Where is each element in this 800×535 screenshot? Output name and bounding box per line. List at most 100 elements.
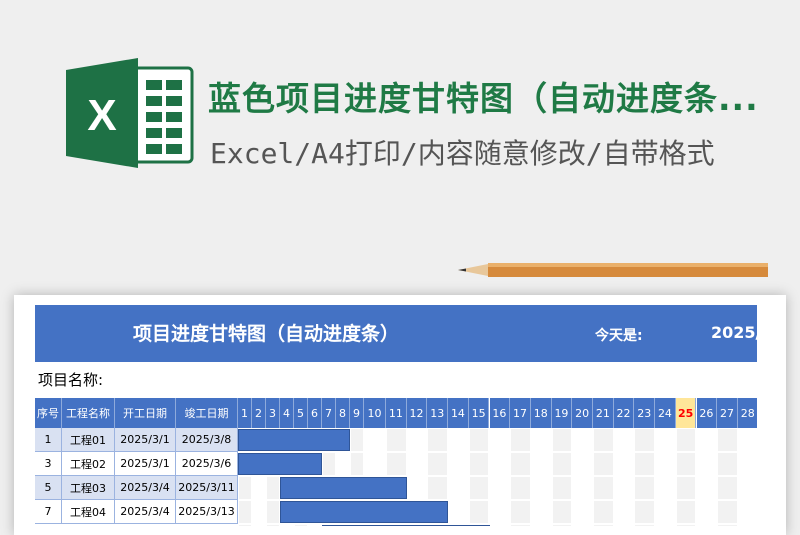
day-header[interactable]: 20 xyxy=(572,398,593,428)
day-header[interactable]: 17 xyxy=(510,398,531,428)
svg-text:X: X xyxy=(87,91,116,140)
day-header[interactable]: 5 xyxy=(294,398,308,428)
day-header[interactable]: 11 xyxy=(386,398,407,428)
sheet-title: 项目进度甘特图（自动进度条） xyxy=(133,323,400,345)
day-cell xyxy=(469,429,489,451)
day-cell xyxy=(428,453,448,475)
cell-start[interactable]: 2025/3/4 xyxy=(115,476,176,500)
cell-name[interactable]: 工程02 xyxy=(62,452,115,476)
day-cell xyxy=(511,477,530,499)
pencil-icon xyxy=(458,263,768,277)
banner-title: 蓝色项目进度甘特图（自动进度条... xyxy=(208,79,759,118)
day-cell xyxy=(469,453,489,475)
day-header[interactable]: 8 xyxy=(336,398,350,428)
day-cell xyxy=(594,429,613,451)
day-header[interactable]: 28 xyxy=(737,398,757,428)
day-header[interactable]: 9 xyxy=(350,398,364,428)
today-label: 今天是: xyxy=(595,328,643,344)
excel-logo-icon: X xyxy=(66,58,194,168)
day-header[interactable]: 27 xyxy=(717,398,738,428)
cell-no[interactable]: 7 xyxy=(35,500,62,524)
column-header[interactable]: 竣工日期 xyxy=(176,398,238,428)
cell-start[interactable]: 2025/3/4 xyxy=(115,500,176,524)
day-cell xyxy=(635,453,655,475)
cell-name[interactable]: 工程04 xyxy=(62,500,115,524)
day-header[interactable]: 4 xyxy=(280,398,294,428)
day-cell xyxy=(428,477,448,499)
day-cell xyxy=(676,477,696,499)
day-cell xyxy=(594,501,613,523)
day-header[interactable]: 14 xyxy=(448,398,469,428)
day-cell xyxy=(676,453,696,475)
column-header[interactable]: 开工日期 xyxy=(115,398,176,428)
sheet-title-band: 项目进度甘特图（自动进度条） 今天是: 2025/3 xyxy=(35,305,757,362)
project-name-label: 项目名称: xyxy=(38,371,104,389)
day-header[interactable]: 6 xyxy=(308,398,322,428)
column-header[interactable]: 序号 xyxy=(35,398,62,428)
day-header[interactable]: 19 xyxy=(551,398,573,428)
day-cell xyxy=(323,453,335,475)
today-value[interactable]: 2025/3 xyxy=(711,323,757,342)
day-header[interactable]: 24 xyxy=(655,398,676,428)
gantt-sheet: 项目进度甘特图（自动进度条） 今天是: 2025/3 项目名称: 序号工程名称开… xyxy=(35,305,757,526)
cell-no[interactable]: 1 xyxy=(35,428,62,452)
cell-name[interactable]: 工程01 xyxy=(62,428,115,452)
gantt-bar[interactable] xyxy=(238,453,322,475)
day-cell xyxy=(594,477,613,499)
day-cell xyxy=(594,453,613,475)
day-header[interactable]: 21 xyxy=(593,398,614,428)
day-header[interactable]: 16 xyxy=(489,398,511,428)
cell-end[interactable]: 2025/3/13 xyxy=(176,500,238,524)
day-cell xyxy=(552,477,572,499)
day-cell xyxy=(387,429,406,451)
day-cell xyxy=(635,429,655,451)
today-day-header[interactable]: 25 xyxy=(675,398,697,428)
day-cell xyxy=(428,429,448,451)
day-header[interactable]: 22 xyxy=(613,398,635,428)
day-header[interactable]: 26 xyxy=(696,398,718,428)
day-cell xyxy=(718,477,737,499)
cell-name[interactable]: 工程03 xyxy=(62,476,115,500)
day-cell xyxy=(351,429,363,451)
banner-subtitle: Excel/A4打印/内容随意修改/自带格式 xyxy=(210,137,715,170)
day-header[interactable]: 10 xyxy=(364,398,386,428)
day-header[interactable]: 1 xyxy=(238,398,252,428)
cell-end[interactable]: 2025/3/11 xyxy=(176,476,238,500)
day-cell xyxy=(676,501,696,523)
day-cell xyxy=(511,501,530,523)
day-cell xyxy=(552,429,572,451)
day-header[interactable]: 3 xyxy=(266,398,280,428)
day-cell xyxy=(469,477,489,499)
day-header[interactable]: 7 xyxy=(322,398,336,428)
day-cell xyxy=(718,429,737,451)
cell-no[interactable]: 3 xyxy=(35,452,62,476)
day-cell xyxy=(469,501,489,523)
column-header[interactable]: 工程名称 xyxy=(62,398,115,428)
day-cell xyxy=(511,429,530,451)
cell-start[interactable]: 2025/3/1 xyxy=(115,452,176,476)
day-header[interactable]: 2 xyxy=(252,398,266,428)
day-cell xyxy=(718,501,737,523)
day-cell xyxy=(267,477,279,499)
day-cell xyxy=(718,453,737,475)
day-cell xyxy=(511,453,530,475)
day-header[interactable]: 23 xyxy=(634,398,656,428)
day-cell xyxy=(239,477,251,499)
cell-end[interactable]: 2025/3/8 xyxy=(176,428,238,452)
day-cell xyxy=(552,453,572,475)
cell-end[interactable]: 2025/3/6 xyxy=(176,452,238,476)
day-header[interactable]: 12 xyxy=(406,398,428,428)
day-cell xyxy=(635,501,655,523)
gantt-bar[interactable] xyxy=(280,501,449,523)
day-cell xyxy=(239,501,251,523)
gantt-bar[interactable] xyxy=(238,429,350,451)
day-header[interactable]: 13 xyxy=(427,398,449,428)
day-header[interactable]: 18 xyxy=(530,398,552,428)
cell-no[interactable]: 5 xyxy=(35,476,62,500)
cell-start[interactable]: 2025/3/1 xyxy=(115,428,176,452)
day-cell xyxy=(635,477,655,499)
gantt-bar[interactable] xyxy=(280,477,407,499)
day-header[interactable]: 15 xyxy=(468,398,490,428)
day-cell xyxy=(552,501,572,523)
day-cell xyxy=(676,429,696,451)
